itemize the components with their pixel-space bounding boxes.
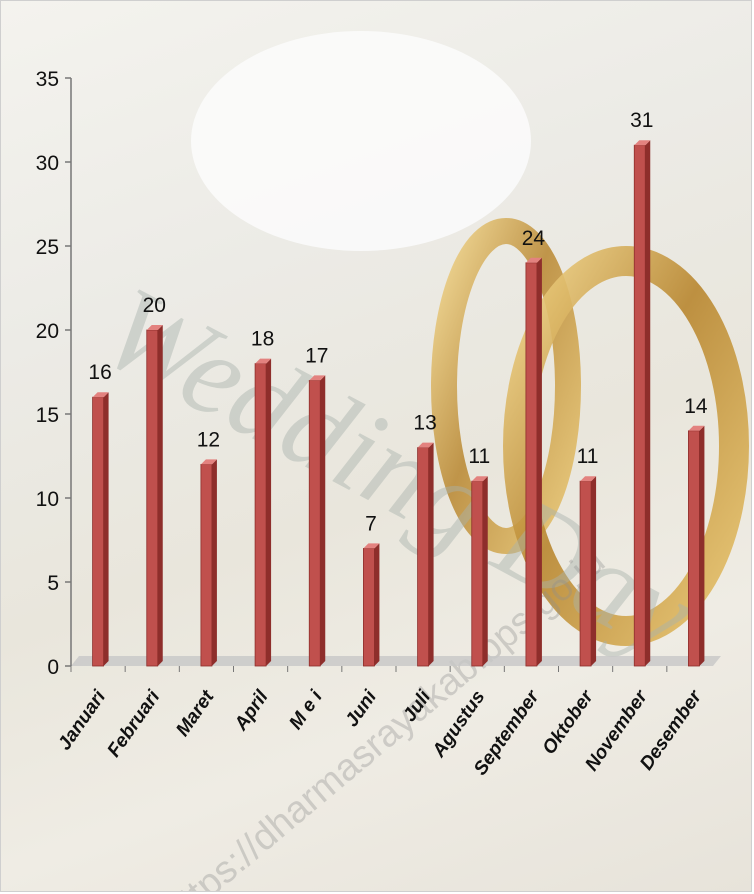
- x-category-label: Januari: [54, 686, 110, 754]
- bar-front: [525, 262, 538, 667]
- data-label: 7: [365, 512, 377, 535]
- data-label: 20: [143, 294, 166, 317]
- bar-side: [320, 375, 326, 666]
- data-label: 11: [577, 445, 599, 468]
- x-category-label: Agustus: [428, 687, 489, 762]
- bar-front: [579, 480, 592, 667]
- x-category-label: Maret: [172, 686, 219, 740]
- y-tick-label: 20: [36, 320, 59, 343]
- y-tick-label: 25: [36, 236, 59, 259]
- ring-back: [431, 218, 581, 554]
- bar: [146, 325, 163, 667]
- data-label: 17: [305, 344, 328, 367]
- bar-side: [266, 358, 272, 666]
- bar: [92, 392, 109, 667]
- bar-front: [200, 463, 213, 667]
- bar-side: [482, 476, 488, 666]
- bar-front: [363, 548, 375, 667]
- bar-top: [688, 425, 705, 431]
- y-tick-label: 30: [36, 152, 59, 175]
- bar-side: [157, 325, 163, 666]
- x-category-label: Juni: [341, 686, 381, 731]
- bar-front: [92, 396, 104, 667]
- bar-top: [200, 459, 217, 465]
- bar-side: [536, 257, 542, 666]
- bar-top: [417, 442, 434, 448]
- bar-top: [634, 140, 651, 146]
- bar: [579, 476, 597, 667]
- axis-layer: 0 5 10 15 20 25 30 35: [36, 68, 721, 679]
- bar: [525, 257, 542, 667]
- chart-floor: [71, 656, 721, 666]
- data-label: 12: [197, 428, 220, 451]
- bar-top: [309, 375, 326, 381]
- bar-top: [146, 325, 163, 330]
- bar: [200, 459, 217, 667]
- bar-side: [645, 140, 651, 666]
- x-category-label: M e i: [285, 686, 327, 733]
- bar-front: [308, 379, 321, 667]
- y-tick-label: 0: [47, 656, 59, 679]
- bar-front: [146, 329, 159, 667]
- bar-side: [374, 543, 380, 666]
- x-category-label: Februari: [104, 686, 165, 761]
- bar-front: [471, 480, 484, 667]
- bars-layer: [92, 140, 705, 667]
- data-label: 16: [88, 361, 111, 384]
- data-label: 14: [684, 395, 708, 418]
- data-label: 11: [468, 445, 490, 468]
- bar-top: [363, 543, 380, 549]
- y-tick-label: 15: [36, 404, 59, 427]
- bar: [688, 425, 705, 667]
- data-label: 31: [630, 109, 653, 132]
- bar-top: [580, 476, 597, 482]
- y-tick-label: 10: [36, 488, 59, 511]
- data-label: 13: [413, 412, 436, 435]
- bar-front: [633, 144, 646, 667]
- bar: [633, 140, 651, 667]
- bar: [471, 476, 488, 667]
- bar: [417, 442, 434, 667]
- bar-top: [471, 476, 488, 482]
- y-tick-label: 5: [47, 572, 59, 595]
- bar-side: [211, 459, 217, 666]
- bar-side: [428, 442, 434, 666]
- bar-top: [92, 392, 109, 398]
- bar: [254, 358, 272, 667]
- bar-side: [103, 392, 109, 666]
- veil-shape: [191, 31, 531, 251]
- x-category-label: Oktober: [539, 686, 599, 759]
- bar-front: [688, 430, 700, 667]
- data-label: 18: [251, 328, 274, 351]
- x-category-label: April: [230, 686, 273, 735]
- x-category-label: Juli: [399, 686, 435, 725]
- bar-top: [525, 257, 542, 263]
- ring-front: [503, 246, 749, 646]
- y-tick-label: 35: [36, 68, 59, 91]
- bar: [308, 375, 326, 667]
- bar-side: [591, 476, 597, 666]
- bar-front: [254, 363, 267, 667]
- bar: [363, 543, 380, 667]
- data-label: 24: [522, 227, 546, 250]
- bar-front: [417, 447, 429, 667]
- bar-side: [699, 425, 705, 666]
- bar-top: [255, 358, 272, 364]
